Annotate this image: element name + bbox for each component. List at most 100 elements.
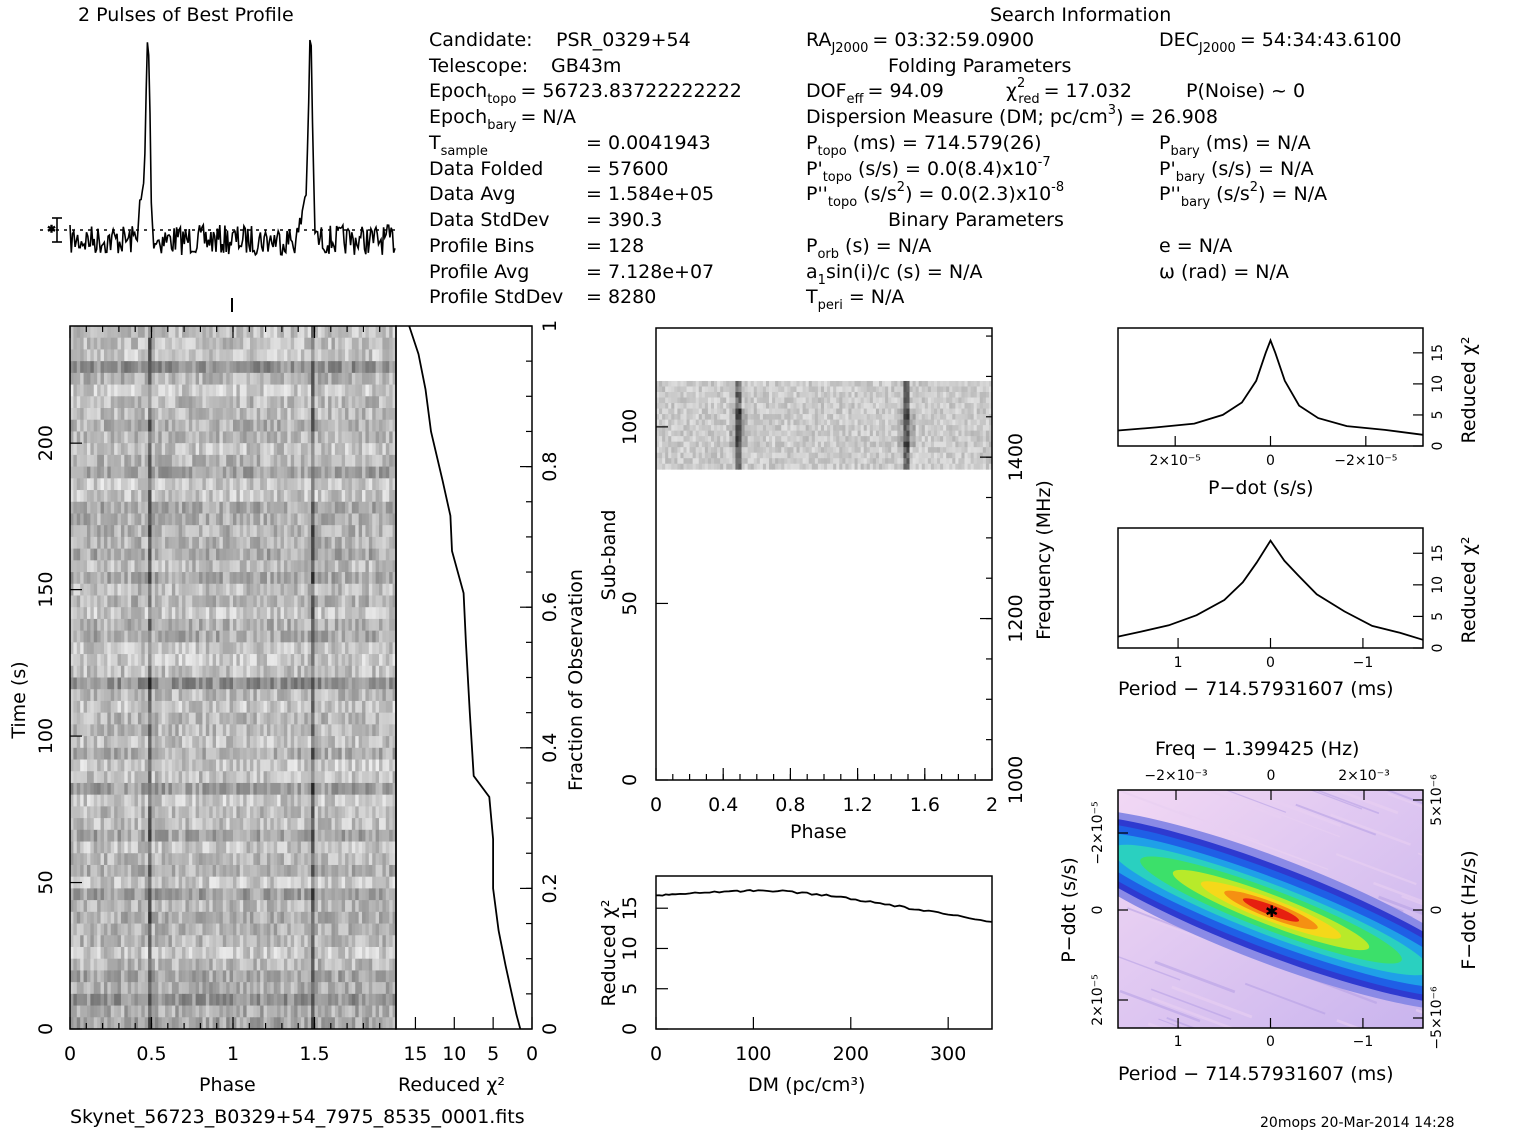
heatmap-cell <box>253 830 257 842</box>
heatmap-cell <box>294 631 298 643</box>
heatmap-cell <box>118 924 122 936</box>
heatmap-cell <box>260 865 264 877</box>
heatmap-cell <box>185 560 189 572</box>
heatmap-cell <box>311 572 315 584</box>
heatmap-cell <box>107 924 111 936</box>
heatmap-cell <box>121 830 125 842</box>
heatmap-cell <box>386 326 390 338</box>
heatmap-cell <box>179 760 183 772</box>
heatmap-cell <box>359 431 363 443</box>
heatmap-cell <box>362 455 366 467</box>
heatmap-cell <box>223 420 227 432</box>
heatmap-cell <box>84 877 88 889</box>
heatmap-cell <box>321 478 325 490</box>
heatmap-cell <box>202 701 206 713</box>
heatmap-cell <box>141 912 145 924</box>
heatmap-cell <box>196 830 200 842</box>
heatmap-cell <box>80 502 84 514</box>
heatmap-cell <box>84 654 88 666</box>
heatmap-cell <box>196 619 200 631</box>
heatmap-cell <box>223 361 227 373</box>
heatmap-cell <box>80 701 84 713</box>
heatmap-cell <box>243 748 247 760</box>
heatmap-cell <box>267 654 271 666</box>
heatmap-cell <box>338 490 342 502</box>
heatmap-cell <box>199 338 203 350</box>
heatmap-cell <box>301 678 305 690</box>
heatmap-cell <box>189 478 193 490</box>
heatmap-cell <box>158 842 162 854</box>
heatmap-cell <box>135 842 139 854</box>
heatmap-cell <box>172 900 176 912</box>
heatmap-cell <box>348 420 352 432</box>
heatmap-cell <box>97 877 101 889</box>
heatmap-cell <box>236 549 240 561</box>
heatmap-cell <box>352 865 356 877</box>
heatmap-cell <box>389 842 393 854</box>
heatmap-cell <box>87 631 91 643</box>
heatmap-cell <box>233 724 237 736</box>
heatmap-cell <box>141 467 145 479</box>
heatmap-cell <box>182 842 186 854</box>
heatmap-cell <box>335 595 339 607</box>
heatmap-cell <box>321 888 325 900</box>
heatmap-cell <box>277 607 281 619</box>
heatmap-cell <box>389 760 393 772</box>
heatmap-cell <box>179 771 183 783</box>
heatmap-cell <box>247 467 251 479</box>
heatmap-cell <box>386 490 390 502</box>
heatmap-cell <box>152 537 156 549</box>
heatmap-cell <box>158 385 162 397</box>
heatmap-cell <box>308 678 312 690</box>
heatmap-cell <box>281 713 285 725</box>
heatmap-cell <box>196 912 200 924</box>
heatmap-cell <box>196 748 200 760</box>
heatmap-cell <box>352 560 356 572</box>
heatmap-cell <box>175 338 179 350</box>
heatmap-cell <box>185 912 189 924</box>
heatmap-cell <box>379 748 383 760</box>
heatmap-cell <box>362 467 366 479</box>
heatmap-cell <box>189 619 193 631</box>
heatmap-cell <box>359 760 363 772</box>
heatmap-cell <box>114 783 118 795</box>
heatmap-cell <box>213 349 217 361</box>
heatmap-cell <box>128 748 132 760</box>
heatmap-cell <box>213 560 217 572</box>
heatmap-cell <box>291 513 295 525</box>
heatmap-cell <box>73 806 77 818</box>
heatmap-cell <box>267 584 271 596</box>
heatmap-cell <box>243 420 247 432</box>
heatmap-cell <box>291 443 295 455</box>
heatmap-cell <box>315 361 319 373</box>
heatmap-cell <box>376 525 380 537</box>
heatmap-cell <box>141 595 145 607</box>
heatmap-cell <box>294 467 298 479</box>
heatmap-cell <box>247 748 251 760</box>
heatmap-cell <box>230 338 234 350</box>
heatmap-cell <box>199 478 203 490</box>
heatmap-cell <box>80 490 84 502</box>
heatmap-cell <box>389 408 393 420</box>
heatmap-cell <box>219 783 223 795</box>
heatmap-cell <box>359 748 363 760</box>
heatmap-cell <box>148 607 152 619</box>
heatmap-cell <box>179 607 183 619</box>
heatmap-cell <box>138 513 142 525</box>
heatmap-cell <box>311 490 315 502</box>
heatmap-cell <box>335 502 339 514</box>
heatmap-cell <box>352 877 356 889</box>
heatmap-cell <box>328 900 332 912</box>
heatmap-cell <box>298 654 302 666</box>
heatmap-cell <box>243 783 247 795</box>
heatmap-cell <box>73 537 77 549</box>
heatmap-cell <box>372 595 376 607</box>
heatmap-cell <box>206 338 210 350</box>
heatmap-cell <box>260 338 264 350</box>
heatmap-cell <box>382 478 386 490</box>
heatmap-cell <box>328 513 332 525</box>
heatmap-cell <box>372 361 376 373</box>
heatmap-cell <box>141 701 145 713</box>
heatmap-cell <box>318 912 322 924</box>
heatmap-cell <box>247 701 251 713</box>
